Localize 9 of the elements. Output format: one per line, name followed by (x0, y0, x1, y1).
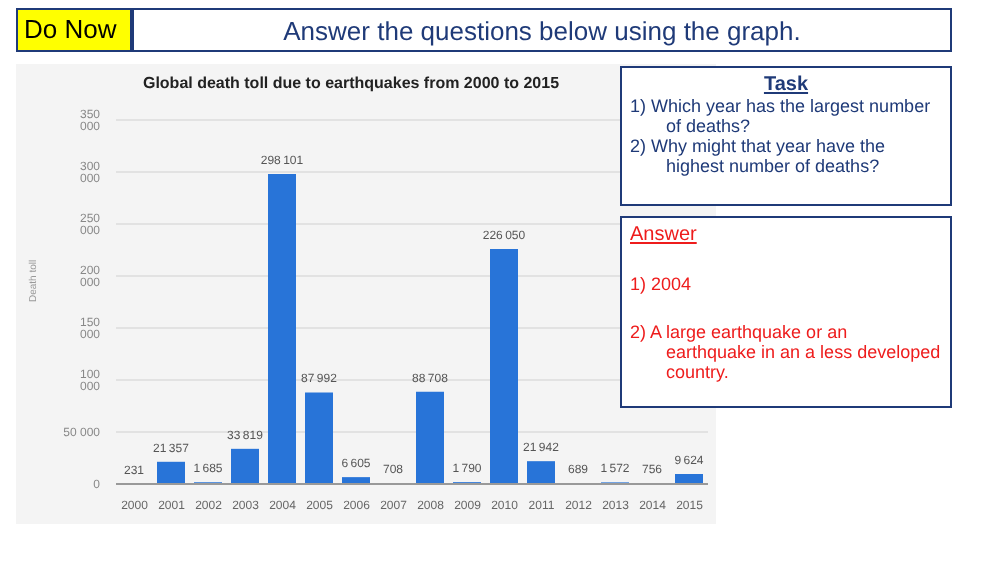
annotation: 2) A large earthquake or an earthquake in an a less developed country. (630, 322, 942, 382)
text: Task (761, 74, 811, 96)
annotation: 1) 2004 (630, 274, 694, 294)
annotation: 1) Which year has the largest number of deaths? (630, 96, 933, 136)
annotation: 2) Why might that year have the highest number of deaths? (630, 136, 888, 176)
text: Do Now (16, 8, 132, 52)
chart-title: Global death toll due to earthquakes from 2000 to 2015 (140, 74, 562, 92)
annotation: Answer (630, 224, 699, 246)
text: Answer the questions below using the graph. (132, 8, 952, 52)
